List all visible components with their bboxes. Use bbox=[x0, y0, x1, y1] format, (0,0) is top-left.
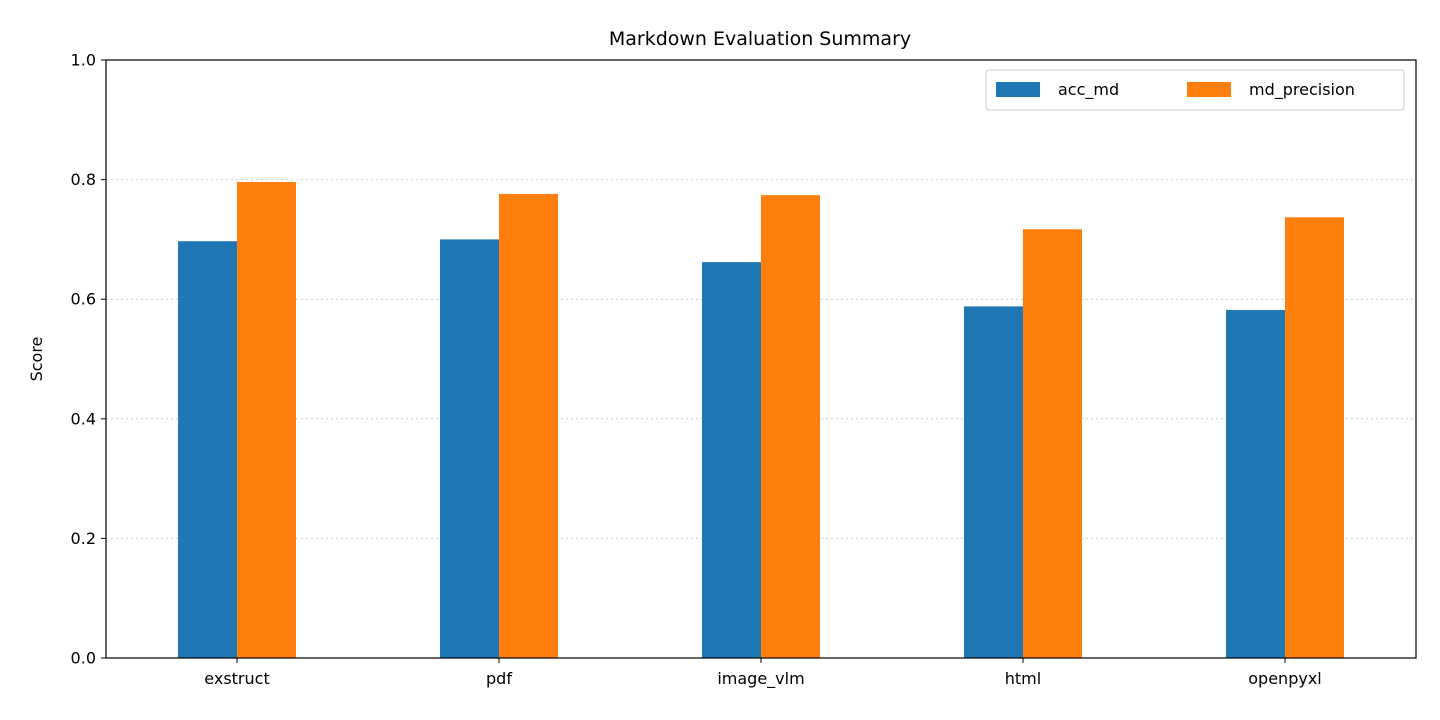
x-tick-label: html bbox=[1005, 669, 1041, 688]
bar-md_precision-openpyxl bbox=[1285, 217, 1344, 659]
bar-md_precision-exstruct bbox=[237, 181, 296, 658]
bar-md_precision-html bbox=[1023, 229, 1082, 658]
y-tick-label: 0.2 bbox=[71, 529, 96, 548]
legend-swatch-md_precision bbox=[1187, 82, 1231, 97]
legend: acc_md md_precision bbox=[985, 69, 1405, 111]
y-tick-label: 0.8 bbox=[71, 170, 96, 189]
bar-acc_md-image_vlm bbox=[702, 262, 761, 658]
bar-acc_md-openpyxl bbox=[1226, 309, 1285, 658]
legend-swatch-acc_md bbox=[996, 82, 1040, 97]
y-tick-label: 0.0 bbox=[71, 649, 96, 668]
bar-acc_md-exstruct bbox=[178, 241, 237, 658]
y-tick-label: 0.6 bbox=[71, 290, 96, 309]
legend-label-acc_md: acc_md bbox=[1058, 80, 1119, 100]
x-tick-label: pdf bbox=[486, 669, 512, 688]
y-axis-label: Score bbox=[27, 337, 46, 382]
x-tick-label: openpyxl bbox=[1248, 669, 1321, 688]
bars bbox=[178, 181, 1344, 659]
ticks: exstruct pdf image_vlm html openpyxl 0.0 0.2 0.… bbox=[71, 51, 1322, 690]
chart-title: Markdown Evaluation Summary bbox=[609, 28, 911, 50]
x-tick-label: image_vlm bbox=[717, 669, 804, 689]
bar-acc_md-html bbox=[964, 306, 1023, 658]
bar-md_precision-pdf bbox=[499, 193, 558, 658]
y-tick-label: 1.0 bbox=[71, 51, 96, 70]
y-tick-label: 0.4 bbox=[71, 409, 96, 428]
bar-acc_md-pdf bbox=[440, 239, 499, 658]
legend-label-md_precision: md_precision bbox=[1249, 80, 1355, 100]
x-tick-label: exstruct bbox=[204, 669, 269, 688]
bar-md_precision-image_vlm bbox=[761, 195, 820, 658]
